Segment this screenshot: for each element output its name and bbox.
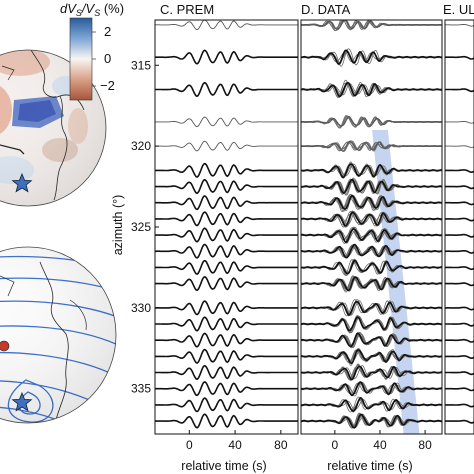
y-tick-label: 325 <box>131 220 151 234</box>
x-tick-label: 0 <box>331 438 338 452</box>
trace-E-326.5 <box>445 250 474 254</box>
trace-C-333 <box>155 348 298 364</box>
trace-D-335 <box>301 381 442 397</box>
trace-D-333 <box>301 349 442 365</box>
x-tick-label: 0 <box>186 438 193 452</box>
trace-C-327.5 <box>155 259 298 275</box>
trace-D-331 <box>301 316 442 332</box>
y-tick-label: 330 <box>131 301 151 315</box>
trace-E-334 <box>445 371 474 376</box>
colorbar-tick-low: −2 <box>100 78 115 93</box>
trace-C-318.5 <box>155 116 298 128</box>
panel-frame-D <box>300 19 443 435</box>
trace-D-337 <box>301 413 442 429</box>
trace-E-332 <box>445 338 474 343</box>
trace-E-321.5 <box>445 169 474 174</box>
trace-C-334 <box>155 364 298 381</box>
panel-title-prem: C. PREM <box>160 2 214 17</box>
highlight-band <box>372 129 420 434</box>
trace-C-312.5 <box>155 20 298 31</box>
x-tick-label: 80 <box>274 438 288 452</box>
trace-C-331 <box>155 316 298 332</box>
trace-D-323.5 <box>301 194 442 210</box>
trace-D-314.5 <box>301 49 442 66</box>
colorbar-tick-high: 2 <box>104 24 111 39</box>
y-tick-label: 335 <box>131 382 151 396</box>
globe-top-map <box>0 49 107 207</box>
trace-E-327.5 <box>445 266 474 271</box>
trace-C-314.5 <box>155 49 298 65</box>
trace-D-324.5 <box>301 211 442 227</box>
trace-E-312.5 <box>445 24 474 27</box>
trace-E-335 <box>445 387 474 392</box>
x-tick-label: 40 <box>228 438 242 452</box>
highlight-band-layer <box>372 129 420 434</box>
station-marker-icon <box>0 340 10 352</box>
trace-D-325.5 <box>301 228 442 244</box>
trace-D-336 <box>301 396 442 412</box>
y-tick-label: 320 <box>131 139 151 153</box>
x-tick-label: 40 <box>373 438 387 452</box>
x-tick-label: 80 <box>418 438 432 452</box>
traces-layer <box>155 20 474 429</box>
trace-E-337 <box>445 419 474 424</box>
trace-C-337 <box>155 413 298 429</box>
event-star-icon <box>11 391 33 412</box>
trace-D-332 <box>301 332 442 348</box>
globe-bottom-map <box>0 246 117 424</box>
trace-C-332 <box>155 332 298 348</box>
trace-C-316.5 <box>155 81 298 98</box>
trace-D-330 <box>301 300 442 316</box>
trace-D-312.5 <box>301 20 442 30</box>
panel-title-ul: E. UL <box>443 2 474 17</box>
y-axis-label: azimuth (°) <box>111 195 125 256</box>
trace-E-328.5 <box>445 282 474 287</box>
trace-D-327.5 <box>301 259 442 275</box>
colorbar-tick-mid: 0 <box>104 51 111 66</box>
trace-D-334 <box>301 365 442 381</box>
panel-title-data: D. DATA <box>301 2 351 17</box>
trace-C-320 <box>155 140 298 152</box>
trace-D-321.5 <box>301 163 442 179</box>
event-star-icon <box>11 172 33 193</box>
colorbar: 2 0 −2 dVS/VS (%) <box>60 1 124 101</box>
x-axis-label-data: relative time (s) <box>327 459 412 473</box>
trace-E-331 <box>445 322 474 327</box>
trace-C-326.5 <box>155 243 298 259</box>
trace-C-330 <box>155 300 298 316</box>
trace-E-330 <box>445 306 474 311</box>
trace-E-336 <box>445 403 474 408</box>
trace-E-322.5 <box>445 185 474 190</box>
trace-D-322.5 <box>301 179 442 194</box>
trace-C-321.5 <box>155 162 298 178</box>
trace-C-335 <box>155 381 298 397</box>
trace-E-318.5 <box>445 121 474 124</box>
trace-E-314.5 <box>445 55 474 60</box>
trace-E-316.5 <box>445 88 474 93</box>
trace-D-328.5 <box>301 276 442 292</box>
trace-E-325.5 <box>445 233 474 238</box>
colorbar-gradient <box>69 17 93 101</box>
trace-D-320 <box>301 140 442 152</box>
trace-E-320 <box>445 145 474 148</box>
trace-E-333 <box>445 355 474 360</box>
axes-layer: 0 40 80 315 320 325 330 335 0 40 80 <box>131 19 474 452</box>
colorbar-label: dVS/VS (%) <box>60 1 124 18</box>
trace-C-325.5 <box>155 227 298 243</box>
trace-C-328.5 <box>155 276 298 292</box>
trace-D-318.5 <box>301 116 442 127</box>
y-tick-label: 315 <box>131 58 151 72</box>
panel-frame-E <box>444 19 474 435</box>
trace-D-316.5 <box>301 81 442 98</box>
trace-C-323.5 <box>155 195 298 211</box>
trace-E-324.5 <box>445 217 474 222</box>
trace-E-323.5 <box>445 201 474 206</box>
trace-D-326.5 <box>301 243 442 259</box>
trace-C-322.5 <box>155 178 298 195</box>
trace-C-336 <box>155 397 298 413</box>
trace-C-324.5 <box>155 211 298 227</box>
x-axis-label-prem: relative time (s) <box>181 459 266 473</box>
